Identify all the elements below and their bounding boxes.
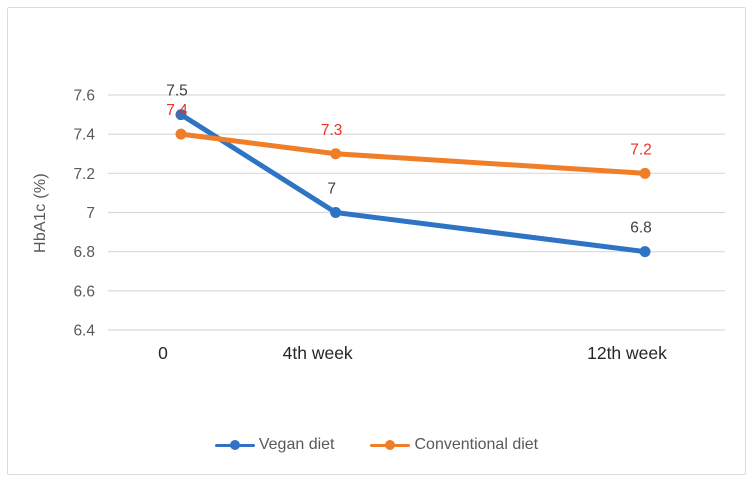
data-point-vegan-diet bbox=[330, 207, 342, 218]
y-tick-label: 6.8 bbox=[73, 244, 95, 261]
legend-label: Vegan diet bbox=[258, 436, 335, 453]
line-marker-icon bbox=[370, 440, 411, 451]
y-tick-label: 7.6 bbox=[73, 88, 95, 105]
data-point-conventional-diet bbox=[330, 148, 342, 160]
x-tick-label: 0 bbox=[158, 343, 168, 363]
line-marker-icon bbox=[214, 440, 255, 451]
series-line-conventional-diet bbox=[178, 131, 648, 176]
y-tick-label: 7.4 bbox=[73, 127, 95, 144]
legend-dot bbox=[385, 440, 396, 450]
y-tick-label: 7.2 bbox=[73, 166, 95, 183]
y-tick-label: 7 bbox=[86, 205, 95, 222]
data-label-conventional-diet: 7.3 bbox=[321, 122, 343, 139]
data-point-conventional-diet bbox=[175, 128, 187, 140]
data-label-vegan-diet: 6.8 bbox=[630, 220, 652, 237]
data-label-conventional-diet: 7.2 bbox=[630, 141, 652, 158]
x-tick-label: 4th week bbox=[283, 343, 353, 363]
legend-dot bbox=[229, 440, 240, 450]
legend: Vegan diet Conventional diet bbox=[0, 436, 753, 454]
x-tick-label: 12th week bbox=[587, 343, 667, 363]
legend-item-vegan-diet: Vegan diet bbox=[214, 436, 335, 454]
data-point-conventional-diet bbox=[639, 167, 651, 179]
data-label-vegan-diet: 7.5 bbox=[166, 83, 188, 100]
y-tick-label: 6.4 bbox=[73, 323, 95, 340]
data-point-vegan-diet bbox=[639, 246, 651, 258]
data-label-vegan-diet: 7 bbox=[327, 181, 336, 198]
y-tick-label: 6.6 bbox=[73, 283, 95, 300]
data-point-vegan-diet bbox=[175, 109, 187, 121]
data-label-conventional-diet: 7.4 bbox=[166, 102, 188, 119]
legend-label: Conventional diet bbox=[414, 436, 539, 453]
legend-item-conventional-diet: Conventional diet bbox=[370, 436, 538, 454]
series-line-vegan-diet bbox=[178, 112, 648, 255]
